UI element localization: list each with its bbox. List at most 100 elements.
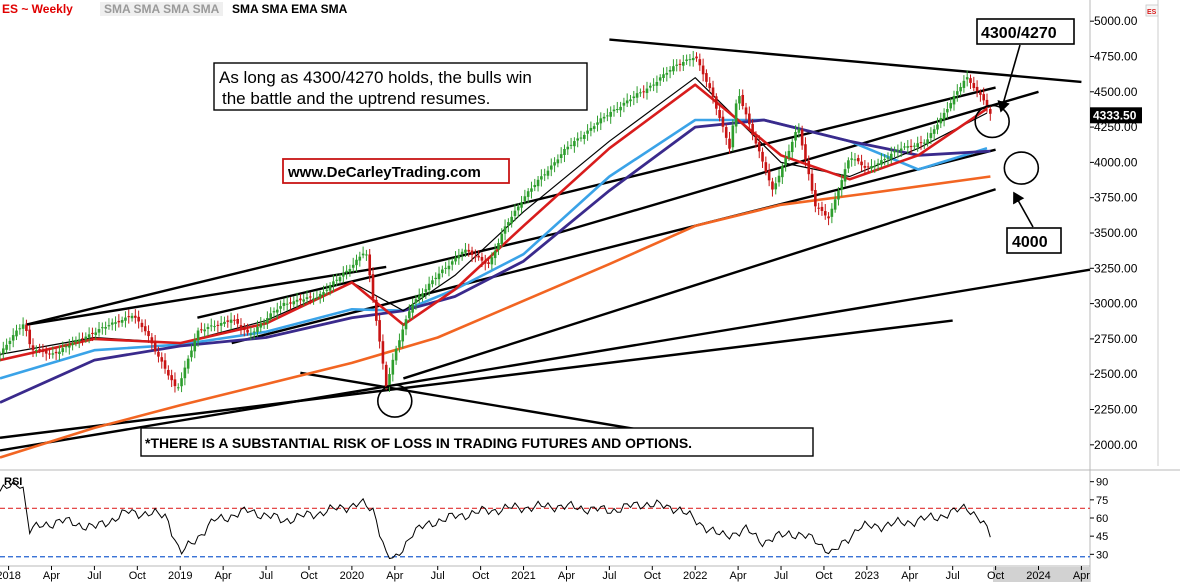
x-tick-label: Apr [1073, 570, 1090, 582]
price-bar-body [969, 78, 972, 83]
price-bar-body [487, 262, 490, 265]
price-bar-body [176, 387, 180, 389]
x-tick-label: Oct [472, 570, 489, 582]
price-bar-body [797, 129, 801, 133]
y-tick-label: 3750.00 [1094, 191, 1138, 205]
rsi-tick-label: 90 [1096, 477, 1108, 489]
price-bar-body [880, 160, 883, 165]
price-bar-body [71, 342, 74, 346]
price-bar-body [157, 351, 160, 357]
price-bar-body [497, 243, 500, 250]
studies-black-label[interactable]: SMA SMA EMA SMA [232, 2, 348, 16]
price-bar-body [193, 340, 197, 352]
price-bar-body [807, 160, 811, 175]
price-bar-body [256, 326, 259, 332]
corner-flag-box[interactable] [1145, 4, 1159, 17]
studies-gray-label[interactable]: SMA SMA SMA SMA [100, 2, 224, 16]
price-bar-body [408, 311, 411, 319]
price-bar-body [269, 313, 272, 318]
price-bar-body [962, 80, 966, 88]
price-bar-body [25, 324, 28, 332]
price-bar-body [312, 298, 315, 300]
price-bar-body [672, 66, 675, 72]
x-tick-label: Jul [946, 570, 960, 582]
price-bar-body [259, 323, 263, 328]
rsi-line [0, 480, 991, 560]
x-tick-label: Apr [901, 570, 918, 582]
x-tick-label: Apr [558, 570, 575, 582]
price-bar-body [952, 95, 956, 105]
price-bar-body [124, 317, 127, 321]
price-bar-body [701, 65, 705, 75]
price-bar-body [533, 184, 537, 188]
price-bar-body [919, 142, 923, 144]
level-upper-label: 4300/4270 [981, 25, 1057, 42]
price-bar-body [721, 116, 725, 127]
price-bar-body [183, 367, 187, 379]
price-bar-body [503, 226, 507, 234]
price-bar-body [325, 289, 329, 291]
x-tick-label: Oct [815, 570, 832, 582]
x-tick-label: Jul [774, 570, 788, 582]
price-bar-body [979, 92, 982, 95]
price-bar-body [431, 280, 434, 285]
price-bar-body [120, 319, 124, 323]
trendline-10 [609, 38, 1082, 84]
price-bar-body [87, 334, 91, 338]
x-tick-label: Apr [43, 570, 60, 582]
price-bar-body [48, 353, 51, 355]
price-bar-body [54, 351, 58, 354]
price-bar-body [823, 211, 827, 216]
x-tick-label: Oct [987, 570, 1004, 582]
x-tick-label: Apr [215, 570, 232, 582]
price-bar-body [853, 159, 857, 161]
price-bar-body [68, 345, 71, 348]
price-bar-body [896, 150, 900, 152]
price-bar-body [625, 100, 629, 104]
price-bar-body [543, 174, 546, 176]
price-bar-body [556, 159, 560, 164]
price-bar-body [2, 348, 5, 354]
price-bar-body [11, 335, 15, 341]
price-bar-body [229, 319, 233, 323]
price-bar-body [117, 320, 121, 323]
price-bar-body [206, 327, 210, 329]
price-bar-body [84, 336, 88, 340]
price-bar-body [289, 302, 292, 304]
price-bar-body [41, 350, 45, 352]
price-bar-body [318, 293, 322, 298]
rsi-tick-label: 30 [1096, 549, 1108, 561]
price-bar-body [649, 85, 652, 88]
price-bar-body [223, 321, 226, 324]
symbol-label[interactable]: ES ~ Weekly [2, 2, 73, 16]
price-bar-body [675, 64, 679, 66]
note-box [213, 62, 588, 111]
price-bar-body [820, 206, 824, 211]
price-bar-body [262, 321, 266, 323]
price-bar-body [417, 295, 421, 300]
price-bar-body [856, 158, 860, 162]
price-bar-body [371, 274, 375, 299]
price-bar-body [460, 251, 464, 254]
price-bar-body [975, 86, 979, 91]
price-bar-body [450, 261, 454, 265]
price-bar-body [843, 169, 847, 182]
x-tick-label: 2023 [855, 570, 879, 582]
price-bar-body [101, 327, 104, 329]
price-bar-body [579, 137, 583, 139]
website-box[interactable] [282, 158, 510, 184]
price-bar-body [464, 249, 467, 253]
price-bar-body [510, 216, 513, 224]
price-bar-body [866, 166, 870, 168]
x-tick-label: Apr [730, 570, 747, 582]
price-bar-body [959, 87, 962, 92]
price-bar-body [536, 179, 540, 187]
price-bar-body [64, 346, 68, 348]
level-upper-box [976, 18, 1075, 45]
price-bar-body [434, 277, 438, 280]
price-bar-body [322, 292, 325, 295]
price-bar-body [589, 127, 593, 131]
price-bar-body [777, 175, 781, 183]
price-bar-body [582, 134, 586, 139]
y-tick-label: 5000.00 [1094, 14, 1138, 28]
